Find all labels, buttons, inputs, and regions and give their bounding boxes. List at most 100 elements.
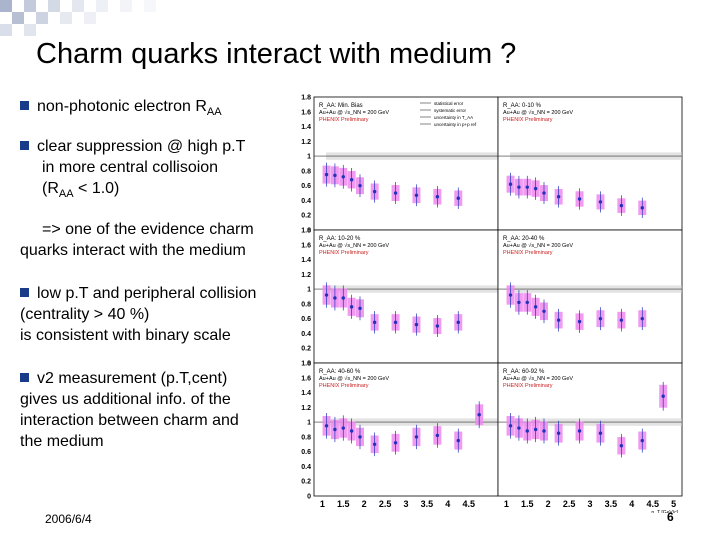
page-number: 6: [667, 510, 674, 524]
collision-label: Au+Au @ √s_NN = 200 GeV: [503, 242, 573, 249]
collision-label: Au+Au @ √s_NN = 200 GeV: [319, 242, 389, 249]
data-point: [619, 318, 624, 322]
data-point: [349, 178, 354, 182]
x-tick-label: 2: [546, 499, 551, 509]
x-tick-label: 1: [504, 499, 509, 509]
y-tick-label: 0: [307, 494, 311, 501]
legend-entry: statistical error: [434, 101, 464, 106]
data-point: [341, 175, 345, 179]
y-tick-label: 1.4: [301, 390, 311, 397]
bullet-text: low p.T and peripheral collision: [37, 285, 257, 302]
data-point: [640, 438, 644, 443]
data-point: [577, 429, 582, 433]
y-tick-label: 1.4: [301, 257, 311, 264]
y-tick-label: 1: [307, 154, 311, 161]
slide-title: Charm quarks interact with medium ?: [36, 38, 517, 70]
collision-label: Au+Au @ √s_NN = 200 GeV: [319, 109, 389, 116]
data-point: [525, 429, 529, 433]
y-tick-label: 0.4: [301, 464, 311, 471]
bullet-text: is consistent with binary scale: [20, 327, 231, 344]
preliminary-label: PHENIX Preliminary: [319, 117, 369, 123]
bullet-low-pt: low p.T and peripheral collision (centra…: [20, 283, 292, 346]
y-tick-label: 1.2: [301, 139, 311, 146]
x-tick-label: 5: [671, 499, 676, 509]
data-point: [435, 324, 440, 328]
x-tick-label: 4.5: [646, 499, 659, 509]
y-tick-label: 0.8: [301, 301, 311, 308]
data-point: [598, 316, 603, 321]
data-point: [517, 185, 521, 189]
data-point: [525, 185, 529, 189]
data-point: [393, 441, 398, 445]
y-tick-label: 1.6: [301, 242, 311, 249]
raa-subscript: AA: [58, 188, 74, 200]
panel-label: R_AA: 60-92 %: [503, 369, 545, 375]
data-point: [372, 320, 377, 325]
x-tick-label: 3: [403, 499, 408, 509]
data-point: [542, 309, 546, 313]
data-point: [542, 429, 546, 433]
data-point: [598, 431, 603, 435]
data-point: [508, 182, 513, 186]
data-point: [517, 426, 521, 430]
x-tick-label: 3.5: [605, 499, 618, 509]
bullet-suppression: clear suppression @ high p.T in more cen…: [20, 136, 292, 205]
panel-label: R_AA: 10-20 %: [319, 236, 361, 242]
legend-entry: uncertainty in T_AA: [434, 115, 473, 120]
preliminary-label: PHENIX Preliminary: [319, 383, 369, 389]
note-text: => one of the evidence charm: [42, 221, 254, 238]
y-tick-label: 0.6: [301, 449, 311, 456]
data-point: [414, 435, 419, 439]
panel-label: R_AA: 40-60 %: [319, 369, 361, 375]
x-tick-label: 3: [587, 499, 592, 509]
data-point: [341, 296, 345, 300]
y-tick-label: 0.4: [301, 198, 311, 205]
data-point: [477, 413, 481, 417]
data-point: [358, 183, 362, 188]
raa-prefix: (R: [42, 180, 59, 197]
data-point: [456, 438, 460, 443]
y-tick-label: 0.2: [301, 346, 311, 353]
data-point: [414, 322, 419, 327]
x-tick-label: 1.5: [521, 499, 534, 509]
bullet-text: in more central collisoion: [42, 159, 219, 176]
x-tick-label: 4: [445, 499, 450, 509]
y-tick-label: 1.2: [301, 272, 311, 279]
data-point: [435, 195, 440, 199]
y-tick-label: 0.2: [301, 213, 311, 220]
x-tick-label: 1.5: [337, 499, 350, 509]
note-text: quarks interact with the medium: [20, 242, 246, 259]
preliminary-label: PHENIX Preliminary: [503, 250, 553, 256]
y-tick-label: 0: [307, 228, 311, 235]
bullet-text: the medium: [20, 433, 104, 450]
y-tick-label: 1.8: [301, 361, 311, 368]
bullet-subscript: AA: [206, 106, 222, 118]
y-tick-label: 1.2: [301, 405, 311, 412]
bullet-text: interaction between charm and: [20, 412, 239, 429]
data-point: [349, 429, 354, 433]
data-point: [333, 427, 337, 432]
data-point: [542, 191, 546, 195]
bullet-text: clear suppression @ high p.T: [37, 138, 246, 155]
bullet-list: non-photonic electron RAA clear suppress…: [20, 96, 292, 452]
x-tick-label: 1: [320, 499, 325, 509]
x-tick-label: 2: [362, 499, 367, 509]
x-tick-label: 4: [629, 499, 634, 509]
x-tick-label: 2.5: [563, 499, 576, 509]
bullet-text: gives us additional info. of the: [20, 391, 231, 408]
data-point: [533, 427, 538, 432]
panel-label: R_AA: Min. Bias: [319, 103, 363, 109]
bullet-text: v2 measurement (p.T,cent): [37, 370, 228, 387]
data-point: [640, 316, 644, 321]
data-point: [372, 442, 377, 446]
data-point: [393, 191, 398, 195]
data-point: [508, 293, 513, 297]
data-point: [414, 193, 419, 197]
data-point: [341, 426, 345, 430]
y-tick-label: 0.2: [301, 479, 311, 486]
y-tick-label: 1.8: [301, 95, 311, 102]
bullet-square-icon: [20, 373, 29, 382]
data-point: [619, 203, 624, 208]
